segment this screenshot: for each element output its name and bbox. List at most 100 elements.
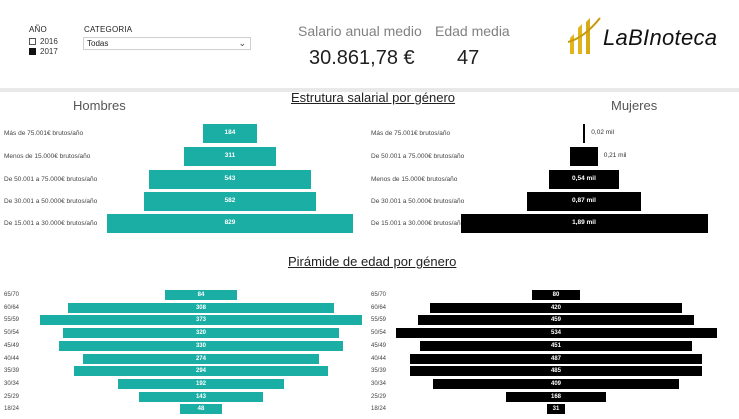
chevron-down-icon[interactable]: ⌄	[238, 38, 246, 48]
age-bar[interactable]	[546, 404, 566, 415]
men-title: Hombres	[73, 98, 126, 113]
salary-row-label: De 50.001 a 75.000€ brutos/año	[4, 176, 98, 183]
salary-row-label: Menos de 15.000€ brutos/año	[371, 176, 458, 183]
age-bar-label: 168	[550, 393, 561, 400]
logo-icon	[567, 17, 601, 54]
age-bar-label: 48	[197, 406, 205, 413]
age-row-label: 50/54	[4, 330, 20, 337]
salary-section-title: Estrutura salarial por género	[291, 90, 456, 105]
salary-bar-label: 0,02 mil	[591, 129, 615, 136]
header: AÑO 2016 2017 CATEGORIA Todas ⌄ Salario …	[0, 0, 739, 88]
age-bar-label: 485	[550, 368, 561, 375]
age-bar-label: 320	[195, 330, 206, 337]
salary-bar-label: 1,89 mil	[572, 219, 596, 226]
age-bar[interactable]	[58, 340, 344, 351]
year-option-2017[interactable]: 2017	[29, 46, 58, 56]
age-bar[interactable]	[68, 302, 334, 313]
age-row-label: 65/70	[371, 292, 387, 298]
age-bar[interactable]	[62, 328, 340, 339]
salary-bar-label: 311	[224, 152, 236, 159]
salary-row-label: Más de 75.001€ brutos/año	[371, 130, 451, 137]
salary-bar[interactable]	[107, 214, 353, 233]
age-bar[interactable]	[420, 340, 692, 351]
salary-kpi-title: Salario anual medio	[298, 23, 422, 39]
salary-bar[interactable]	[143, 192, 317, 211]
age-bar[interactable]	[505, 391, 607, 402]
age-row-label: 45/49	[4, 342, 20, 349]
age-bar[interactable]	[74, 366, 328, 377]
salary-bar[interactable]	[582, 124, 586, 143]
age-row-label: 18/24	[4, 406, 20, 413]
age-bar-label: 80	[552, 292, 560, 298]
age-row-label: 18/24	[371, 406, 387, 413]
year-slicer: 2016 2017	[29, 36, 58, 56]
age-bar[interactable]	[531, 290, 581, 300]
age-section-title: Pirámide de edad por género	[288, 254, 457, 269]
age-bar-label: 192	[195, 380, 206, 387]
age-kpi-title: Edad media	[435, 23, 510, 39]
category-dropdown[interactable]: Todas ⌄	[83, 37, 251, 50]
age-bar[interactable]	[139, 391, 263, 402]
age-bar[interactable]	[429, 302, 683, 313]
age-bar[interactable]	[40, 315, 362, 326]
age-row-label: 25/29	[4, 393, 20, 400]
category-slicer-title: CATEGORIA	[84, 25, 133, 34]
age-bar-label: 274	[195, 355, 206, 362]
year-option-2016[interactable]: 2016	[29, 36, 58, 46]
age-bar[interactable]	[409, 353, 703, 364]
divider	[0, 88, 739, 92]
age-bar-label: 534	[550, 330, 561, 337]
salary-bar-label: 0,54 mil	[572, 175, 596, 182]
checkbox-2017-icon[interactable]	[29, 47, 36, 55]
salary-bar[interactable]	[527, 192, 641, 211]
age-bar[interactable]	[164, 290, 238, 300]
salary-bar[interactable]	[202, 124, 258, 143]
age-kpi-value: 47	[457, 47, 480, 69]
salary-kpi-value: 30.861,78 €	[309, 47, 415, 69]
salary-bar-label: 543	[224, 175, 236, 182]
salary-row-label: De 50.001 a 75.000€ brutos/año	[371, 153, 465, 160]
salary-row-label: Más de 75.001€ brutos/año	[4, 130, 84, 137]
category-dropdown-value: Todas	[87, 39, 109, 48]
salary-bar[interactable]	[460, 214, 708, 233]
age-bar-label: 409	[550, 380, 561, 387]
salary-row-label: De 15.001 a 30.000€ brutos/año	[371, 220, 465, 227]
year-option-label: 2016	[40, 36, 58, 46]
age-row-label: 35/39	[4, 368, 20, 375]
age-row-label: 40/44	[4, 355, 20, 362]
age-bar-label: 308	[195, 304, 206, 311]
checkbox-2016-icon[interactable]	[29, 37, 36, 45]
age-bar-label: 420	[550, 304, 561, 311]
salary-row-label: De 15.001 a 30.000€ brutos/año	[4, 220, 98, 227]
age-row-label: 30/34	[4, 380, 20, 387]
salary-bar-label: 0,21 mil	[603, 152, 627, 159]
age-bar-label: 294	[195, 368, 206, 375]
age-bar[interactable]	[433, 378, 679, 389]
age-bar[interactable]	[418, 315, 694, 326]
age-bar[interactable]	[82, 353, 320, 364]
age-bar[interactable]	[180, 404, 222, 415]
salary-bar[interactable]	[183, 147, 277, 166]
salary-bar[interactable]	[548, 170, 620, 189]
salary-bar[interactable]	[570, 147, 598, 166]
year-slicer-title: AÑO	[29, 25, 47, 34]
age-row-label: 60/64	[371, 304, 387, 311]
age-bar[interactable]	[118, 378, 284, 389]
age-row-label: 35/39	[371, 368, 387, 375]
logo	[566, 16, 606, 63]
age-row-label: 55/59	[4, 317, 20, 324]
salary-bar[interactable]	[149, 170, 311, 189]
age-row-label: 55/59	[371, 317, 387, 324]
age-bar[interactable]	[410, 366, 702, 377]
salary-row-label: Menos de 15.000€ brutos/año	[4, 153, 91, 160]
age-row-label: 50/54	[371, 330, 387, 337]
salary-row-label: De 30.001 a 50.000€ brutos/año	[4, 198, 98, 205]
age-bar-label: 487	[550, 355, 561, 362]
age-row-label: 40/44	[371, 355, 387, 362]
salary-bar-label: 829	[224, 219, 236, 226]
salary-row-label: De 30.001 a 50.000€ brutos/año	[371, 198, 465, 205]
age-bar[interactable]	[395, 328, 717, 339]
age-bar-label: 330	[195, 342, 206, 349]
age-row-label: 25/29	[371, 393, 387, 400]
salary-bar-label: 582	[224, 197, 236, 204]
